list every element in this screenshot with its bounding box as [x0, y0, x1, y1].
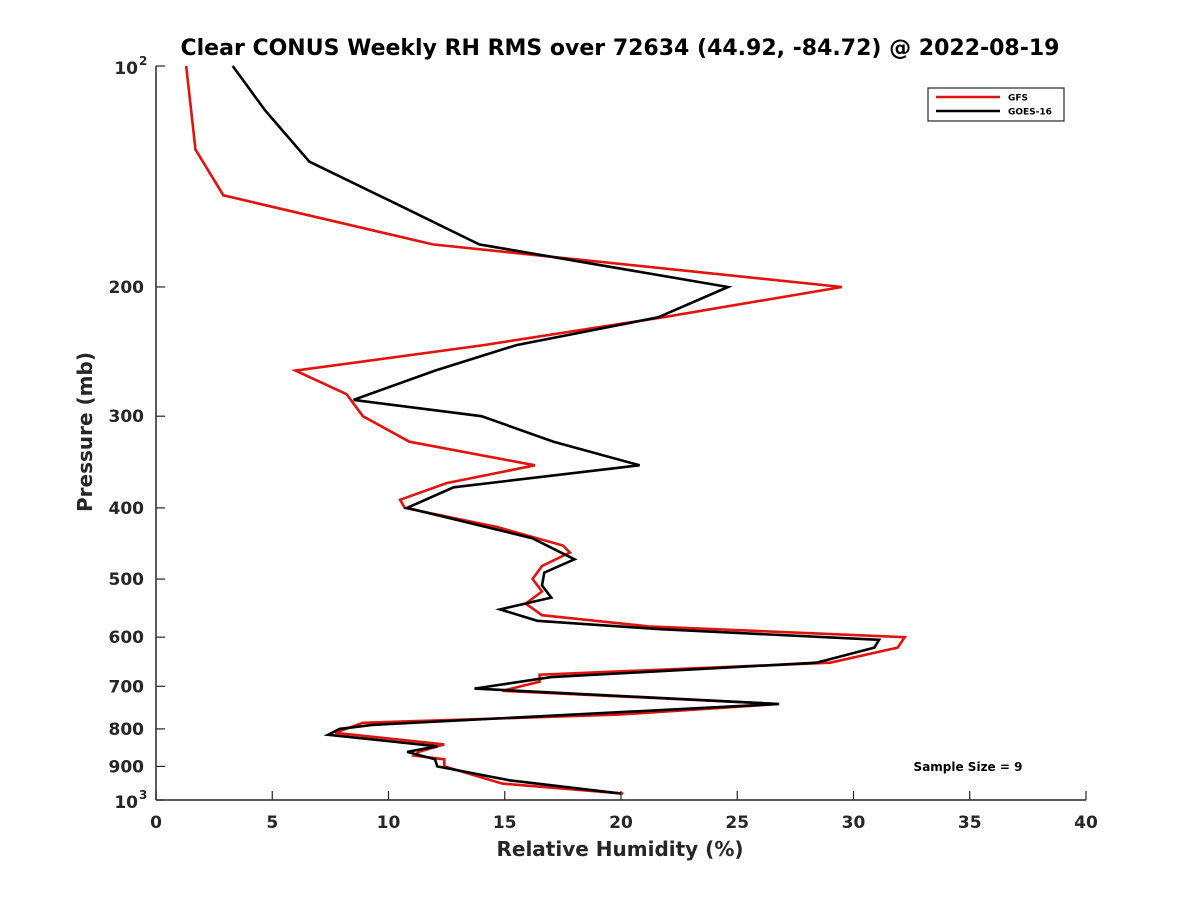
legend: GFS GOES-16 — [927, 87, 1065, 122]
y-tick-label: 500 — [109, 570, 145, 590]
y-tick-label: 900 — [109, 757, 145, 777]
series-line-gfs — [184, 65, 908, 795]
x-tick-label: 20 — [609, 813, 633, 833]
y-tick-label: 10 — [114, 793, 138, 813]
y-tick-label: 600 — [109, 628, 145, 648]
y-tick-label: 200 — [109, 278, 145, 298]
y-tick-exponent: 3 — [139, 788, 147, 802]
series-line-goes-16 — [231, 65, 882, 795]
legend-box — [927, 87, 1065, 122]
x-tick-label: 25 — [725, 813, 749, 833]
x-tick-label: 0 — [150, 813, 162, 833]
legend-label-gfs: GFS — [1008, 94, 1028, 104]
x-tick-label: 35 — [958, 813, 982, 833]
x-axis-label: Relative Humidity (%) — [496, 837, 743, 861]
x-tick-label: 10 — [377, 813, 401, 833]
x-tick-label: 40 — [1074, 813, 1098, 833]
y-tick-label: 300 — [109, 407, 145, 427]
series-layer — [184, 65, 908, 795]
y-tick-exponent: 2 — [139, 54, 147, 68]
x-tick-label: 5 — [266, 813, 278, 833]
x-tick-label: 15 — [493, 813, 517, 833]
y-tick-label: 800 — [109, 720, 145, 740]
x-tick-label: 30 — [842, 813, 866, 833]
legend-label-goes-16: GOES-16 — [1008, 108, 1052, 118]
chart-title: Clear CONUS Weekly RH RMS over 72634 (44… — [181, 36, 1060, 61]
y-axis-label: Pressure (mb) — [73, 352, 97, 512]
y-tick-label: 700 — [109, 677, 145, 697]
y-tick-label: 400 — [109, 499, 145, 519]
y-tick-label: 10 — [114, 59, 138, 79]
sample-size-annotation: Sample Size = 9 — [914, 760, 1023, 774]
